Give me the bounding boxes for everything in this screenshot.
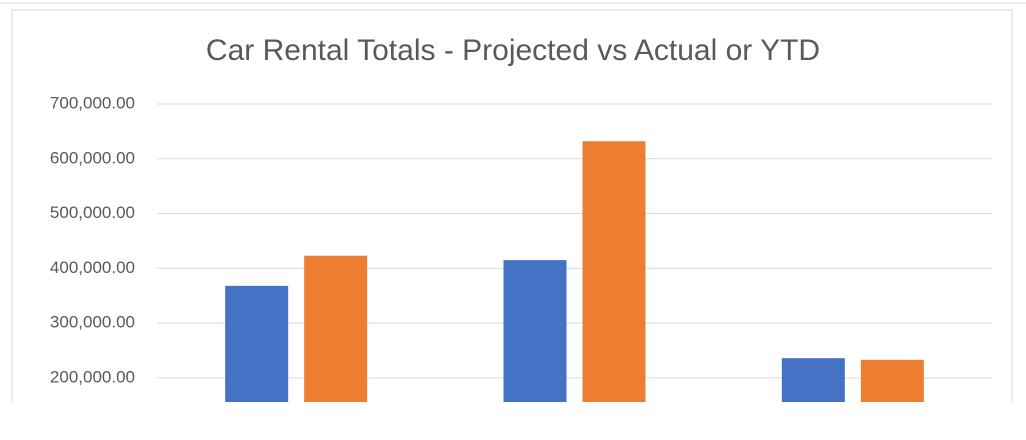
y-tick-label: 200,000.00 — [50, 367, 135, 386]
plot — [225, 141, 924, 402]
y-tick-label: 600,000.00 — [50, 148, 135, 167]
bar — [582, 141, 646, 402]
y-tick-label: 400,000.00 — [50, 258, 135, 277]
y-tick-label: 500,000.00 — [50, 203, 135, 222]
bar — [860, 359, 924, 402]
chart-title: Car Rental Totals - Projected vs Actual … — [206, 34, 820, 67]
bar — [503, 260, 567, 402]
bar — [304, 255, 368, 402]
bar — [781, 358, 845, 402]
y-tick-label: 300,000.00 — [50, 313, 135, 332]
y-tick-label: 700,000.00 — [50, 93, 135, 112]
grid: 200,000.00 300,000.00 400,000.00 500,000.00… — [50, 93, 992, 386]
bar — [225, 285, 289, 402]
